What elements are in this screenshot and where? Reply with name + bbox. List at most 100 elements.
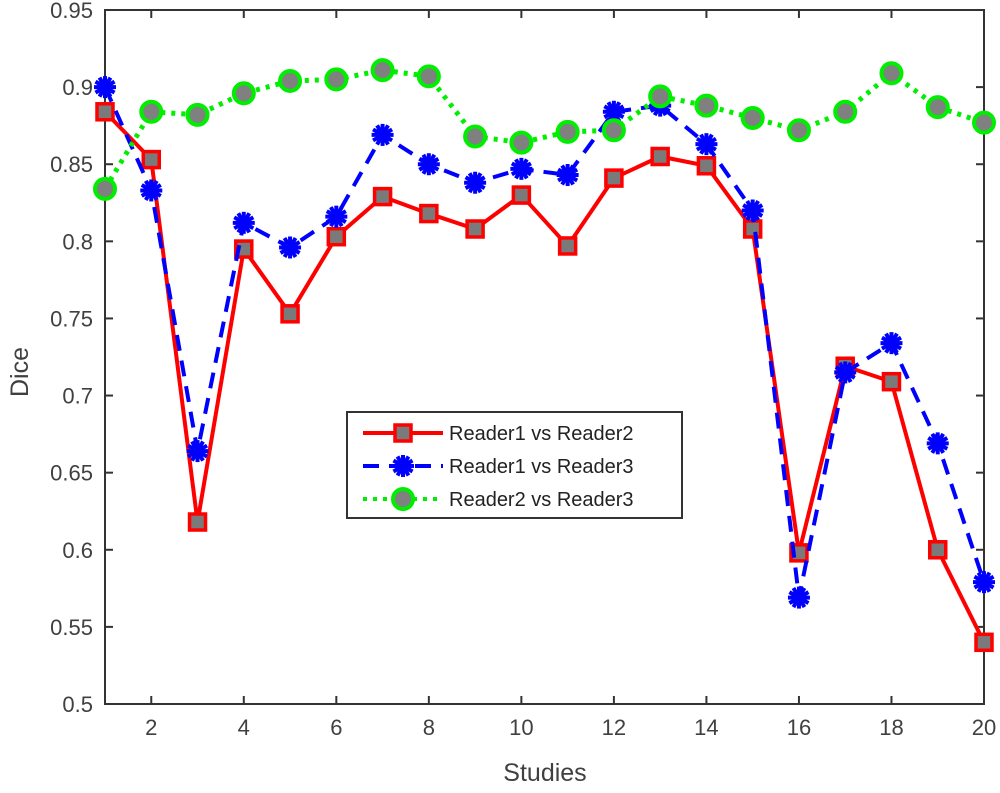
asterisk-marker [602,100,625,123]
y-tick-label: 0.85 [50,152,93,177]
circle-marker [231,81,256,106]
circle-marker [93,176,117,201]
circle-marker [601,118,626,143]
x-tick-label: 14 [694,715,718,740]
circle-marker [278,68,303,93]
asterisk-marker [417,153,440,176]
square-marker [280,304,300,324]
asterisk-marker [556,164,579,187]
series-line [103,110,986,644]
x-tick-label: 8 [423,715,435,740]
square-marker [557,236,578,256]
square-marker [974,632,994,653]
square-marker [187,512,208,532]
asterisk-marker [695,133,718,156]
y-tick-label: 0.75 [50,306,93,331]
circle-marker [555,119,580,144]
x-tick-label: 2 [145,715,157,740]
circle-marker [416,64,441,89]
asterisk-core [397,460,409,472]
plot-frame [104,9,985,705]
series-reader1-vs-reader3 [94,76,995,609]
legend-item: Reader1 vs Reader2 [363,423,634,445]
x-tick-label: 16 [787,715,811,740]
series-reader2-vs-reader3 [93,58,996,201]
asterisk-marker [325,205,348,228]
x-tick-label: 12 [602,715,626,740]
asterisk-marker [926,432,949,455]
asterisk-core [792,591,805,604]
square-marker [419,203,439,224]
asterisk-marker [392,455,414,477]
asterisk-core [561,169,574,182]
circle-marker [139,99,164,124]
y-tick-label: 0.65 [50,461,93,486]
square-marker [326,226,347,247]
square-marker [604,168,624,188]
square-marker [881,371,902,392]
asterisk-marker [834,361,857,384]
square-marker [372,186,393,207]
asterisk-marker [186,440,209,463]
x-tick-label: 20 [972,715,996,740]
asterisk-core [376,128,389,141]
asterisk-core [978,576,990,589]
y-tick-label: 0.5 [62,692,93,717]
asterisk-core [145,184,158,197]
legend-item: Reader1 vs Reader3 [363,455,634,478]
asterisk-marker [973,571,995,594]
asterisk-core [515,162,528,175]
asterisk-marker [880,332,903,355]
circle-marker [972,110,996,135]
circle-marker [925,95,950,120]
legend-item: Reader2 vs Reader3 [363,487,634,511]
series-reader1-vs-reader2 [95,102,994,653]
square-marker [141,149,162,170]
circle-marker [879,61,904,86]
asterisk-core [700,138,713,151]
square-marker [650,146,670,167]
asterisk-marker [140,179,163,202]
asterisk-core [191,445,204,458]
asterisk-core [99,81,111,94]
asterisk-core [885,337,898,350]
square-marker [696,156,717,176]
asterisk-marker [464,171,487,194]
asterisk-core [469,176,482,189]
legend-label: Reader2 vs Reader3 [449,489,634,511]
legend: Reader1 vs Reader2 Reader1 vs Reader3 Read… [346,411,683,519]
asterisk-core [931,437,944,450]
asterisk-core [839,366,852,379]
x-tick-label: 18 [879,715,903,740]
legend-label: Reader1 vs Reader2 [449,423,634,445]
y-tick-label: 0.55 [50,615,93,640]
x-tick-label: 10 [509,715,533,740]
circle-marker [324,67,349,92]
circle-marker [694,93,719,118]
circle-marker [740,105,765,130]
x-axis-label: Studies [503,759,586,787]
y-tick-label: 0.7 [62,384,93,409]
circle-marker [648,84,673,109]
asterisk-core [284,241,297,254]
asterisk-marker [787,586,810,609]
y-axis-label: Dice [6,347,34,397]
x-tick-label: 6 [330,715,342,740]
circle-marker [463,124,488,149]
circle-marker [391,487,415,511]
asterisk-core [330,210,343,223]
square-marker [95,102,115,122]
y-tick-label: 0.6 [62,538,93,563]
asterisk-marker [279,236,302,259]
y-tick-label: 0.95 [50,0,93,23]
asterisk-core [422,158,435,171]
legend-label: Reader1 vs Reader3 [449,456,634,478]
asterisk-marker [94,76,116,99]
series-line [103,86,986,600]
y-tick-label: 0.9 [62,75,93,100]
asterisk-core [746,204,759,217]
axes: 2 4 6 8 10 12 14 16 18 20 0.5 0.55 0.6 0.65 0.7 0.75 0.8… [50,0,996,740]
square-marker [742,219,763,239]
asterisk-core [607,105,620,118]
